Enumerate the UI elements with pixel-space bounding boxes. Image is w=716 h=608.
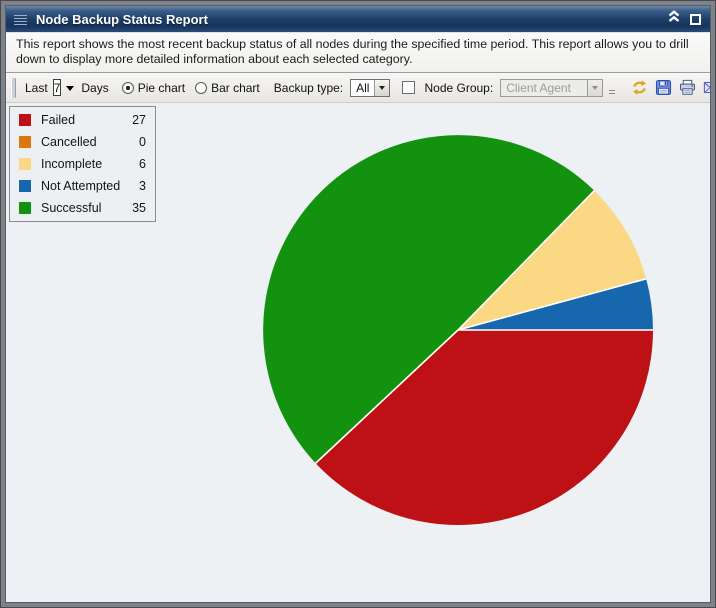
report-content: Failed 27 Cancelled 0 Incomplete 6 Not Attempt… [6,103,710,602]
legend-swatch [19,158,31,170]
legend-label: Cancelled [41,135,97,149]
legend-swatch [19,202,31,214]
legend-swatch [19,114,31,126]
pie-slice-incomplete[interactable] [458,190,647,330]
pie-chart[interactable] [255,127,661,533]
legend-label: Failed [41,113,76,127]
legend-swatch [19,136,31,148]
bar-chart-radio-button[interactable] [195,81,208,94]
collapse-icon[interactable] [667,10,681,28]
maximize-icon[interactable] [690,13,701,25]
node-group-label: Node Group: [424,80,494,95]
legend-value: 27 [132,113,146,127]
toolbar-actions [630,79,710,97]
node-group-dropdown-icon [587,79,603,96]
days-count-input[interactable]: 7 [52,79,62,96]
pie-slice-separator [457,278,647,331]
report-description: This report shows the most recent backup… [6,32,710,73]
legend-row-successful[interactable]: Successful 35 [10,197,155,219]
days-dropdown-icon[interactable] [66,85,75,95]
toolbar-overflow-icon[interactable] [609,89,616,94]
legend-row-failed[interactable]: Failed 27 [10,109,155,131]
title-bar: Node Backup Status Report [6,6,710,32]
window-title: Node Backup Status Report [36,11,208,27]
days-label: Days [81,80,109,95]
legend-row-incomplete[interactable]: Incomplete 6 [10,153,155,175]
pie-slice-successful[interactable] [263,135,595,464]
pie-chart-radio-label: Pie chart [137,80,186,95]
legend-label: Successful [41,201,102,215]
save-icon[interactable] [654,79,672,97]
legend-value: 3 [139,179,146,193]
pie-slice-separator [315,329,459,464]
backup-type-label: Backup type: [273,80,344,95]
pie-chart-radio-button[interactable] [121,81,134,94]
report-window: Node Backup Status Report This report sh… [5,5,711,603]
pie-chart-radio[interactable]: Pie chart [121,80,186,95]
backup-type-select[interactable]: All [350,78,391,97]
node-group-select: Client Agent [500,78,604,97]
toolbar: Last 7 Days Pie chart Bar chart Backup t… [6,73,710,103]
node-group-checkbox[interactable] [402,81,416,94]
toolbar-grip-icon[interactable] [11,77,16,98]
bar-chart-radio[interactable]: Bar chart [195,81,260,95]
legend-value: 0 [139,135,146,149]
legend-swatch [19,180,31,192]
legend-value: 6 [139,157,146,171]
pie-slice-failed[interactable] [315,330,653,525]
bar-chart-radio-label: Bar chart [211,80,260,95]
email-icon[interactable] [702,79,710,97]
chart-legend: Failed 27 Cancelled 0 Incomplete 6 Not Attempt… [9,106,156,222]
legend-label: Not Attempted [41,179,121,193]
backup-type-dropdown-icon[interactable] [374,79,390,96]
legend-label: Incomplete [41,157,103,171]
backup-type-value: All [356,80,370,95]
node-group-value: Client Agent [506,80,571,95]
grip-icon[interactable] [14,13,27,25]
legend-row-cancelled[interactable]: Cancelled 0 [10,131,155,153]
pie-slice-separator [457,190,595,331]
refresh-icon[interactable] [630,79,648,97]
legend-value: 35 [132,201,146,215]
last-label: Last [25,80,48,95]
print-icon[interactable] [678,79,696,97]
legend-row-not-attempted[interactable]: Not Attempted 3 [10,175,155,197]
